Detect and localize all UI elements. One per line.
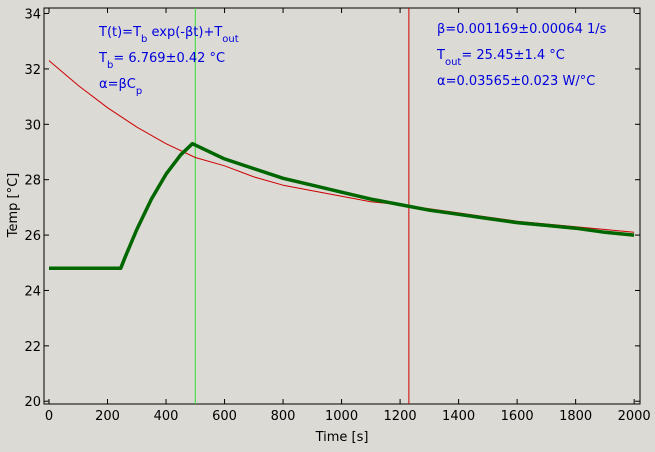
- measured-series-line: [49, 141, 635, 271]
- x-tick-label: 0: [45, 409, 53, 424]
- x-tick-label: 1400: [442, 409, 475, 424]
- fit-result-annotation: β=0.001169±0.00064 1/s: [437, 22, 607, 37]
- x-tick-label: 400: [154, 409, 179, 424]
- y-axis-title: Temp [°C]: [6, 173, 21, 239]
- fit-result-annotation: α=0.03565±0.023 W/°C: [437, 74, 595, 89]
- x-tick-label: 1800: [559, 409, 592, 424]
- x-tick-label: 200: [95, 409, 120, 424]
- x-tick-label: 800: [271, 409, 296, 424]
- y-tick-label: 20: [24, 395, 41, 410]
- y-tick-label: 26: [24, 229, 41, 244]
- x-axis-title: Time [s]: [315, 430, 369, 445]
- x-tick-label: 1200: [384, 409, 417, 424]
- y-tick-label: 32: [24, 63, 41, 78]
- fit-formula-annotation: T(t)=Tb exp(-βt)+Tout: [98, 25, 239, 45]
- y-tick-label: 34: [24, 8, 41, 23]
- plot-frame: [43, 7, 641, 405]
- y-tick-label: 28: [24, 174, 41, 189]
- x-tick-label: 1000: [325, 409, 358, 424]
- y-tick-label: 22: [24, 340, 41, 355]
- y-tick-label: 30: [24, 118, 41, 133]
- x-tick-label: 1600: [501, 409, 534, 424]
- fit-formula-annotation: α=βCp: [99, 77, 142, 97]
- x-tick-label: 2000: [618, 409, 651, 424]
- fit-formula-annotation: Tb= 6.769±0.42 °C: [98, 51, 225, 71]
- fit-result-annotation: Tout= 25.45±1.4 °C: [436, 48, 565, 68]
- x-tick-label: 600: [212, 409, 237, 424]
- y-tick-label: 24: [24, 284, 41, 299]
